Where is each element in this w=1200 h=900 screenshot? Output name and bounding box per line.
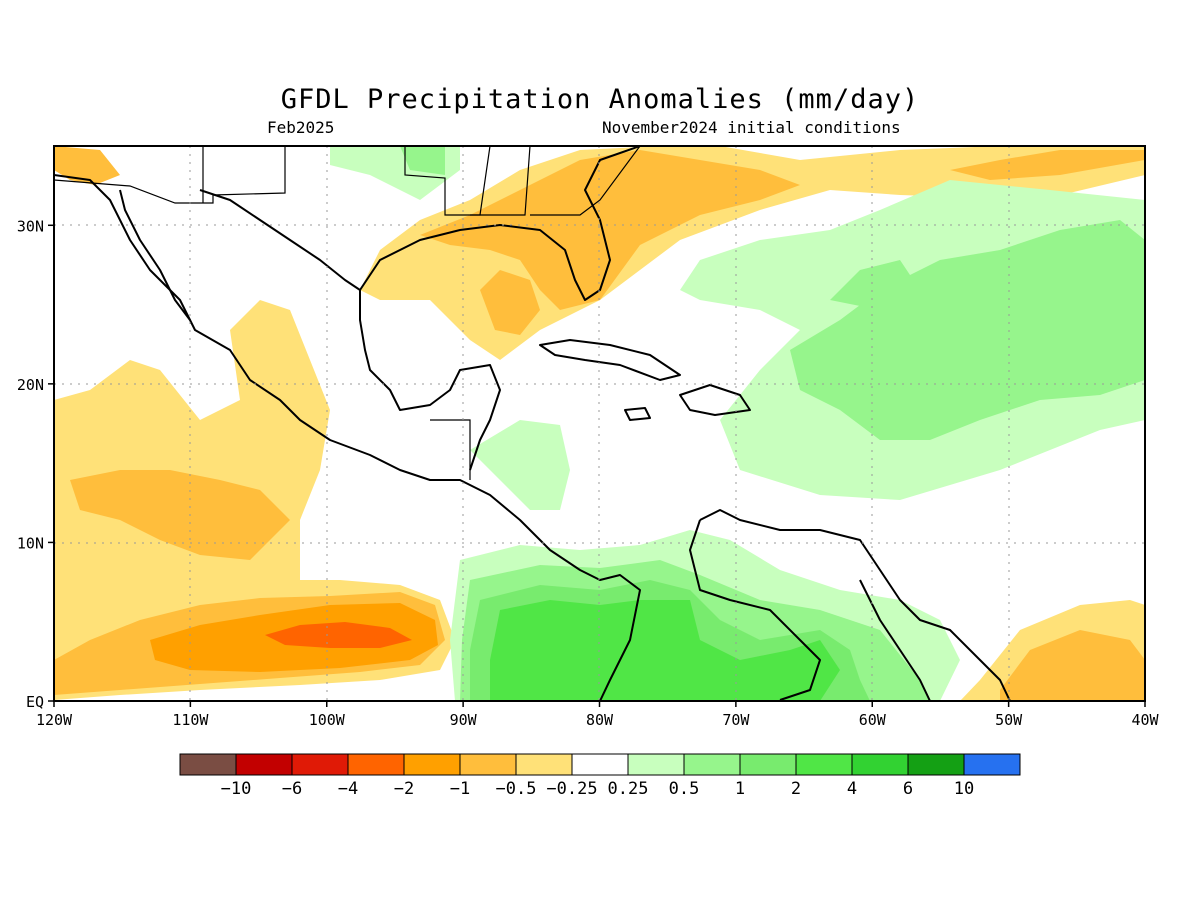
wet-region-central-america bbox=[450, 420, 960, 701]
colorbar-label: −0.25 bbox=[546, 779, 597, 799]
colorbar-label: 1 bbox=[735, 779, 745, 799]
colorbar: −10 −6 −4 −2 −1 −0.5 −0.25 0.25 0.5 1 2 4 6 10 bbox=[179, 753, 1021, 799]
dry-region-atlantic-southeast bbox=[960, 600, 1145, 701]
y-tick-label: 30N bbox=[17, 217, 44, 235]
wet-region-atlantic bbox=[330, 146, 1145, 500]
x-tick-label: 40W bbox=[1131, 711, 1159, 729]
colorbar-swatch bbox=[515, 753, 573, 776]
forecast-month: Feb2025 bbox=[267, 118, 335, 137]
colorbar-swatch bbox=[235, 753, 293, 776]
colorbar-swatch bbox=[403, 753, 461, 776]
colorbar-label: −10 bbox=[221, 779, 252, 799]
x-tick-label: 70W bbox=[722, 711, 750, 729]
coastlines bbox=[54, 146, 1011, 701]
colorbar-swatch bbox=[627, 753, 685, 776]
y-tick-label: EQ bbox=[26, 693, 44, 711]
x-tick-label: 60W bbox=[859, 711, 887, 729]
x-tick-label: 120W bbox=[36, 711, 73, 729]
colorbar-label: −1 bbox=[450, 779, 470, 799]
colorbar-label: 10 bbox=[954, 779, 974, 799]
colorbar-label: 2 bbox=[791, 779, 801, 799]
colorbar-label: −2 bbox=[394, 779, 414, 799]
colorbar-swatch bbox=[739, 753, 797, 776]
x-axis: 120W 110W 100W 90W 80W 70W 60W 50W 40W bbox=[36, 701, 1160, 729]
x-tick-label: 50W bbox=[995, 711, 1023, 729]
colorbar-label: 4 bbox=[847, 779, 857, 799]
y-tick-label: 10N bbox=[17, 534, 44, 552]
x-tick-label: 80W bbox=[586, 711, 614, 729]
colorbar-swatch bbox=[459, 753, 517, 776]
colorbar-label: 0.5 bbox=[669, 779, 700, 799]
colorbar-swatch bbox=[907, 753, 965, 776]
colorbar-swatch bbox=[571, 753, 629, 776]
anomaly-field bbox=[54, 146, 1145, 701]
colorbar-label: 6 bbox=[903, 779, 913, 799]
colorbar-label: 0.25 bbox=[608, 779, 649, 799]
x-tick-label: 100W bbox=[309, 711, 346, 729]
colorbar-swatch bbox=[347, 753, 405, 776]
dry-region-eastern-pacific bbox=[54, 300, 455, 700]
initial-conditions: November2024 initial conditions bbox=[602, 118, 901, 137]
x-tick-label: 90W bbox=[450, 711, 478, 729]
colorbar-swatch bbox=[795, 753, 853, 776]
colorbar-label: −0.5 bbox=[496, 779, 537, 799]
colorbar-swatch bbox=[179, 753, 237, 776]
colorbar-swatch bbox=[683, 753, 741, 776]
grid-lines bbox=[54, 146, 1145, 701]
colorbar-label: −6 bbox=[282, 779, 302, 799]
y-axis: EQ 10N 20N 30N bbox=[17, 217, 54, 711]
colorbar-label: −4 bbox=[338, 779, 358, 799]
colorbar-swatch bbox=[851, 753, 909, 776]
y-tick-label: 20N bbox=[17, 376, 44, 394]
colorbar-swatch bbox=[291, 753, 349, 776]
x-tick-label: 110W bbox=[172, 711, 209, 729]
dry-region-gulf-florida bbox=[54, 146, 1145, 360]
map-title: GFDL Precipitation Anomalies (mm/day) bbox=[280, 84, 920, 115]
political-borders bbox=[54, 146, 641, 480]
colorbar-swatch bbox=[963, 753, 1021, 776]
